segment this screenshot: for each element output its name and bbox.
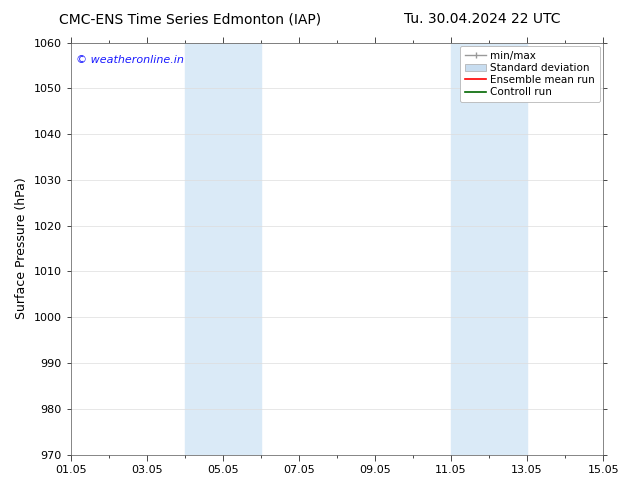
Bar [185,43,261,455]
Text: Tu. 30.04.2024 22 UTC: Tu. 30.04.2024 22 UTC [404,12,560,26]
Text: © weatheronline.in: © weatheronline.in [76,55,184,65]
Y-axis label: Surface Pressure (hPa): Surface Pressure (hPa) [15,178,28,319]
Legend: min/max, Standard deviation, Ensemble mean run, Controll run: min/max, Standard deviation, Ensemble me… [460,46,600,102]
Text: CMC-ENS Time Series Edmonton (IAP): CMC-ENS Time Series Edmonton (IAP) [59,12,321,26]
Bar [451,43,527,455]
